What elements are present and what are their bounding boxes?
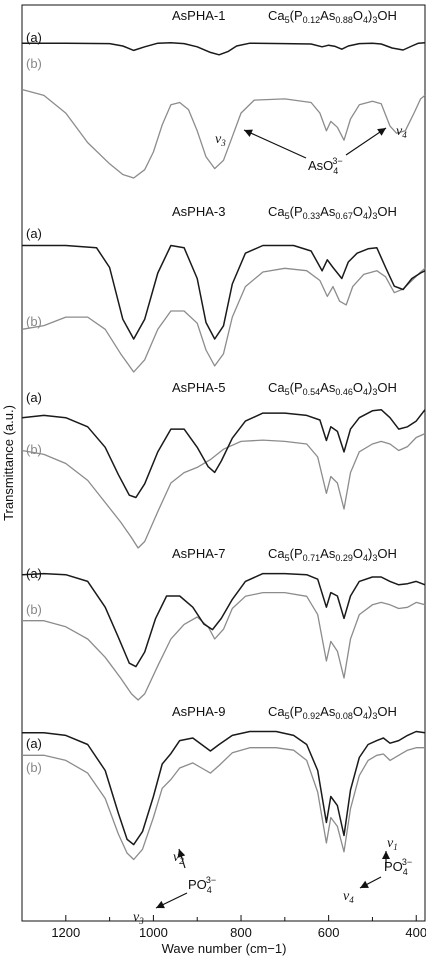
po4-arrow-left-head (156, 900, 165, 909)
nu4-label-bottom: ν4 (343, 889, 354, 905)
x-tick-label: 800 (230, 925, 252, 940)
series-b-label: (b) (26, 602, 42, 617)
sample-name: AsPHA-3 (172, 204, 225, 219)
nu2-label: ν2 (173, 850, 184, 866)
series-b-line (22, 747, 425, 861)
sample-formula: Ca5(P0.54As0.46O4)3OH (268, 380, 397, 397)
sample-name: AsPHA-7 (172, 546, 225, 561)
series-b-line (22, 591, 426, 701)
series-b-line (21, 433, 426, 549)
sample-name: AsPHA-9 (172, 704, 225, 719)
y-axis-label: Transmittance (a.u.) (1, 405, 16, 521)
series-a-label: (a) (26, 736, 42, 751)
nu3-label-bottom: ν3 (133, 910, 144, 926)
series-b-label: (b) (26, 56, 42, 71)
series-a-line (22, 244, 426, 340)
x-axis-label: Wave number (cm−1) (162, 941, 287, 956)
series-a-line (21, 408, 426, 499)
nu3-label-top: ν3 (215, 132, 226, 148)
sample-name: AsPHA-1 (172, 8, 225, 23)
panel-aspha-9: (a) (b) AsPHA-9 Ca5(P0.92As0.08O4)3OH (22, 704, 426, 861)
nu1-label: ν1 (387, 836, 398, 852)
aso4-arrow-right-head (377, 128, 386, 136)
spectra-panels: (a) (b) AsPHA-1 Ca5(P0.12As0.88O4)3OH (a) (b)… (21, 8, 426, 861)
plot-frame (21, 4, 426, 922)
x-tick-label: 400 (405, 925, 426, 940)
panel-aspha-3: (a) (b) AsPHA-3 Ca5(P0.33As0.67O4)3OH (21, 204, 426, 373)
sample-formula: Ca5(P0.12As0.88O4)3OH (268, 8, 397, 25)
x-tick-label: 600 (318, 925, 340, 940)
series-b-line (21, 88, 426, 179)
series-a-label: (a) (26, 30, 42, 45)
series-b-label: (b) (26, 442, 42, 457)
panel-aspha-7: (a) (b) AsPHA-7 Ca5(P0.71As0.29O4)3OH (21, 546, 426, 701)
sample-formula: Ca5(P0.92As0.08O4)3OH (268, 704, 397, 721)
aso4-arrow-left (243, 129, 307, 159)
nu1-arrow-head (382, 851, 390, 859)
series-a-label: (a) (26, 390, 42, 405)
x-tick-label: 1200 (51, 925, 80, 940)
nu2-arrow-head (177, 849, 186, 858)
series-a-label: (a) (26, 226, 42, 241)
aso4-label: AsO43− (308, 156, 343, 176)
x-tick-label: 1000 (139, 925, 168, 940)
series-a-line (21, 572, 426, 668)
aso4-arrow-left-head (244, 129, 253, 137)
sample-formula: Ca5(P0.33As0.67O4)3OH (268, 204, 397, 221)
series-b-label: (b) (26, 314, 42, 329)
series-b-label: (b) (26, 760, 42, 775)
panel-aspha-5: (a) (b) AsPHA-5 Ca5(P0.54As0.46O4)3OH (21, 380, 426, 549)
series-a-line (22, 42, 426, 56)
po4-label-right: PO43− (384, 857, 412, 877)
series-a-line (22, 730, 426, 846)
sample-formula: Ca5(P0.71As0.29O4)3OH (268, 546, 397, 563)
x-axis: 1200 1000 800 600 400 (51, 915, 426, 940)
series-b-line (21, 267, 426, 373)
nu4-label-top: ν4 (396, 124, 407, 140)
panel-aspha-1: (a) (b) AsPHA-1 Ca5(P0.12As0.88O4)3OH (21, 8, 426, 179)
sample-name: AsPHA-5 (172, 380, 225, 395)
series-a-label: (a) (26, 566, 42, 581)
aso4-arrow-right (345, 127, 387, 156)
po4-arrow-right-head (360, 880, 369, 888)
po4-label-left: PO43− (188, 875, 216, 895)
